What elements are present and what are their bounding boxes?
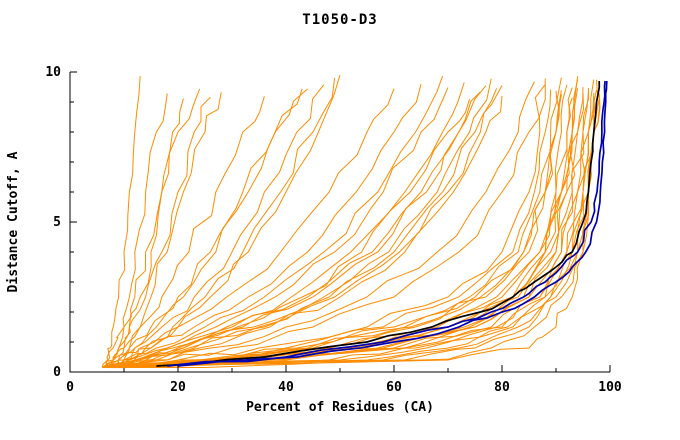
model-curve	[118, 92, 595, 368]
model-curve	[118, 81, 535, 368]
model-curve	[102, 88, 589, 368]
model-curve	[107, 93, 168, 368]
x-tick-label: 40	[278, 380, 294, 395]
model-curve	[118, 74, 341, 368]
model-curve	[107, 95, 601, 368]
model-curve	[107, 79, 579, 368]
x-tick-label: 0	[66, 380, 74, 395]
best-model-blue-2	[167, 80, 606, 367]
model-curve	[107, 78, 546, 368]
model-curve	[102, 96, 265, 368]
chart-title: T1050-D3	[302, 12, 378, 28]
axes	[69, 71, 611, 373]
x-tick-label: 20	[170, 380, 186, 395]
model-curve	[113, 91, 481, 368]
model-curve	[102, 88, 308, 368]
x-tick-label: 80	[494, 380, 510, 395]
model-curve	[102, 85, 503, 368]
model-curve	[101, 76, 141, 368]
model-curve	[107, 82, 465, 368]
y-tick-label: 0	[53, 365, 61, 380]
y-tick-label: 5	[53, 215, 61, 230]
model-curve	[102, 90, 562, 368]
best-model-black	[156, 80, 601, 367]
model-curve	[107, 97, 573, 368]
model-curve	[113, 76, 579, 368]
model-curve	[102, 75, 444, 368]
x-axis-label: Percent of Residues (CA)	[246, 400, 434, 415]
model-curve	[113, 89, 597, 368]
model-curve	[102, 84, 546, 369]
model-curve	[106, 96, 211, 368]
model-curve	[118, 92, 222, 368]
model-curve	[118, 87, 573, 368]
model-curves	[101, 74, 608, 369]
best-model-blue-1	[177, 80, 608, 367]
model-curve	[118, 99, 471, 368]
model-curve	[102, 85, 487, 368]
x-tick-label: 60	[386, 380, 402, 395]
model-curve	[102, 88, 395, 368]
y-tick-label: 10	[45, 65, 61, 80]
model-curve	[102, 88, 201, 368]
model-curve	[118, 79, 599, 368]
model-curve	[113, 91, 589, 368]
model-curve	[118, 87, 584, 368]
model-curve	[113, 77, 336, 368]
model-curve	[118, 94, 562, 368]
x-tick-label: 100	[598, 380, 622, 395]
